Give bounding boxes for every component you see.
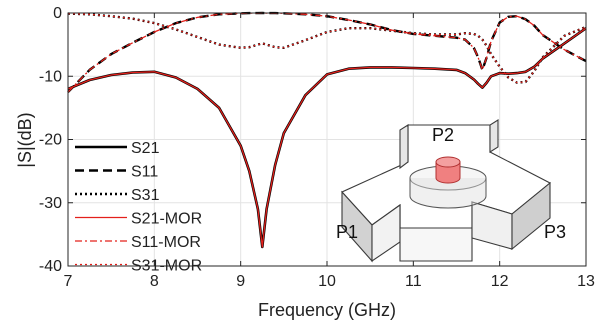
y-tick-labels: 0 -10 -20 -30 -40 [39,5,62,275]
y-tick-label-2: -20 [39,132,62,149]
junction-front-face [399,205,473,262]
port-label-p3: P3 [544,222,566,242]
port-p3-end-face [511,181,551,251]
x-tick-label-0: 7 [64,273,73,290]
x-axis-title: Frequency (GHz) [258,300,396,320]
series-line-s21-mor [67,27,587,248]
axes [67,12,587,267]
ferrite-disk-side [409,178,487,209]
x-tick-label-2: 9 [236,273,245,290]
x-tick-label-4: 11 [405,273,422,290]
legend: S21 S11 S31 S21-MOR S11-MOR S31-MOR [75,140,202,275]
port-label-p1: P1 [336,222,358,242]
resonator-post-top [435,156,461,168]
legend-label-s21: S21 [131,140,160,157]
legend-label-s21-mor: S21-MOR [131,211,202,228]
y-tick-label-4: -40 [39,258,62,275]
resonator-post-body [435,161,461,184]
series-line-s31-mor [67,13,587,84]
x-tick-label-1: 8 [150,273,159,290]
legend-label-s31: S31 [131,187,160,204]
x-tick-labels: 7 8 9 10 11 12 13 [64,273,595,290]
x-tick-label-6: 13 [577,273,595,290]
series-line-s11-mor [67,12,587,93]
port-p2-wall [399,124,409,170]
legend-label-s11-mor: S11-MOR [131,234,201,251]
port-p2-wall-right [489,119,499,153]
series-group [67,11,587,249]
port-label-p2: P2 [432,125,454,145]
x-tick-label-5: 12 [491,273,509,290]
y-axis-title: |S|(dB) [15,112,35,167]
junction-illustration: P1 P2 P3 [336,119,566,263]
y-tick-label-3: -30 [39,195,62,212]
x-tick-label-3: 10 [318,273,336,290]
y-tick-label-0: 0 [53,5,62,22]
legend-label-s11: S11 [131,164,158,181]
y-tick-label-1: -10 [39,68,62,85]
legend-label-s31-mor: S31-MOR [131,258,202,275]
